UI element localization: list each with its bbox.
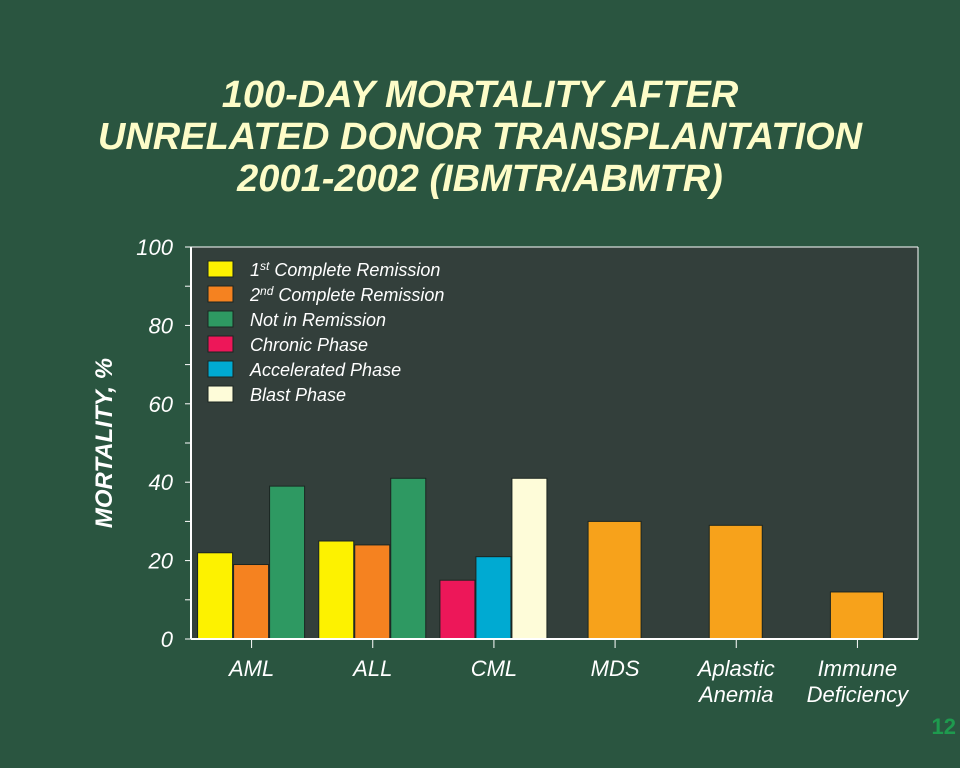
slide-number: 12	[931, 714, 956, 739]
legend-label: 1st Complete Remission	[250, 259, 440, 280]
chart-title-line-2: UNRELATED DONOR TRANSPLANTATION	[97, 116, 863, 158]
x-tick-label: AML	[227, 656, 274, 681]
bar-aplastic-anemia-single	[708, 524, 763, 640]
x-tick-label: Deficiency	[807, 682, 910, 707]
bar-all-first-cr	[318, 540, 355, 640]
legend-label: Not in Remission	[250, 310, 386, 330]
chart-title-line-3: 2001-2002 (IBMTR/ABMTR)	[237, 158, 723, 200]
legend-swatch-chronic-phase	[207, 335, 234, 353]
y-tick-label: 40	[149, 470, 174, 495]
legend-swatch-accelerated-phase	[207, 360, 234, 378]
bar-aml-not-in-remission	[269, 485, 306, 640]
legend-swatch-not-in-remission	[207, 310, 234, 328]
y-tick-label: 100	[136, 235, 173, 260]
legend-label: Chronic Phase	[250, 335, 368, 355]
legend-swatch-second-cr	[207, 285, 234, 303]
y-tick-label: 0	[161, 627, 174, 652]
x-tick-label: Anemia	[697, 682, 774, 707]
bar-aml-second-cr	[233, 564, 270, 640]
bar-all-not-in-remission	[390, 477, 427, 640]
bar-cml-blast-phase	[511, 477, 548, 640]
y-tick-label: 80	[149, 313, 174, 338]
bar-all-second-cr	[354, 544, 391, 640]
y-tick-label: 60	[149, 392, 174, 417]
bar-aml-first-cr	[197, 552, 234, 640]
bar-cml-accelerated-phase	[475, 556, 512, 640]
bar-immune-deficiency-single	[829, 591, 884, 640]
bar-mds-single	[587, 520, 642, 640]
y-tick-label: 20	[148, 549, 174, 574]
x-tick-label: MDS	[591, 656, 640, 681]
legend-label: 2nd Complete Remission	[249, 284, 444, 305]
legend-label: Accelerated Phase	[249, 360, 401, 380]
x-tick-label: Immune	[818, 656, 897, 681]
plot-area	[191, 247, 918, 639]
legend-swatch-first-cr	[207, 260, 234, 278]
legend-swatch-blast-phase	[207, 385, 234, 403]
x-tick-label: Aplastic	[696, 656, 775, 681]
y-axis-label: MORTALITY, %	[91, 358, 118, 528]
legend-label: Blast Phase	[250, 385, 346, 405]
bar-cml-chronic-phase	[439, 579, 476, 640]
chart-title-line-1: 100-DAY MORTALITY AFTER	[221, 74, 739, 116]
x-tick-label: ALL	[351, 656, 392, 681]
x-tick-label: CML	[471, 656, 517, 681]
